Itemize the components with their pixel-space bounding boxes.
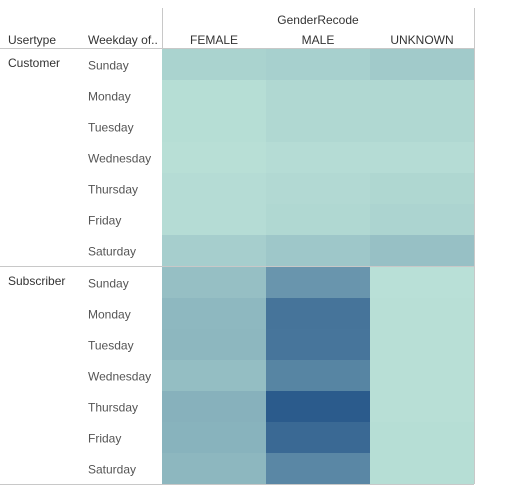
- heatmap-cell: [162, 80, 266, 111]
- heatmap-cell: [266, 142, 370, 173]
- heatmap-cell: [370, 80, 474, 111]
- row-label-subscriber-tuesday: Tuesday: [88, 339, 134, 353]
- heatmap-cell: [370, 49, 474, 80]
- column-label-female: FEMALE: [190, 33, 238, 47]
- heatmap-cell: [370, 235, 474, 266]
- heatmap-cells: [162, 49, 474, 484]
- row-label-subscriber-sunday: Sunday: [88, 277, 129, 291]
- heatmap-cell: [266, 298, 370, 329]
- heatmap-cell: [370, 453, 474, 484]
- heatmap-cell: [162, 49, 266, 80]
- row-label-customer-wednesday: Wednesday: [88, 152, 151, 166]
- heatmap-cell: [266, 453, 370, 484]
- group-label-subscriber: Subscriber: [8, 274, 65, 288]
- heatmap-cell: [162, 453, 266, 484]
- heatmap-cell: [266, 49, 370, 80]
- heatmap-cell: [162, 235, 266, 266]
- row-label-customer-monday: Monday: [88, 90, 131, 104]
- group-labels: Customer Subscriber: [8, 56, 65, 288]
- heatmap-cell: [266, 391, 370, 422]
- heatmap-cell: [370, 329, 474, 360]
- heatmap-cell: [370, 142, 474, 173]
- heatmap-cell: [266, 173, 370, 204]
- heatmap-cell: [370, 204, 474, 235]
- group-label-customer: Customer: [8, 56, 60, 70]
- heatmap-cell: [266, 204, 370, 235]
- heatmap-cell: [370, 391, 474, 422]
- heatmap-cell: [266, 360, 370, 391]
- heatmap-cell: [266, 329, 370, 360]
- heatmap-cell: [162, 360, 266, 391]
- row-labels: Sunday Monday Tuesday Wednesday Thursday Frid…: [88, 59, 151, 477]
- heatmap-cell: [162, 329, 266, 360]
- heatmap-cell: [266, 267, 370, 298]
- row-label-subscriber-monday: Monday: [88, 308, 131, 322]
- row-label-subscriber-thursday: Thursday: [88, 401, 138, 415]
- heatmap-cell: [370, 173, 474, 204]
- row-label-customer-tuesday: Tuesday: [88, 121, 134, 135]
- heatmap-cell: [266, 111, 370, 142]
- column-labels: FEMALE MALE UNKNOWN: [190, 33, 454, 47]
- row-label-subscriber-saturday: Saturday: [88, 463, 136, 477]
- row-label-subscriber-friday: Friday: [88, 432, 121, 446]
- heatmap-cell: [370, 422, 474, 453]
- row-header-weekday: Weekday of..: [88, 33, 158, 47]
- heatmap-cell: [162, 267, 266, 298]
- heatmap-cell: [266, 80, 370, 111]
- column-label-male: MALE: [302, 33, 335, 47]
- column-label-unknown: UNKNOWN: [390, 33, 453, 47]
- heatmap-cell: [266, 235, 370, 266]
- row-label-customer-thursday: Thursday: [88, 183, 138, 197]
- row-label-customer-friday: Friday: [88, 214, 121, 228]
- heatmap-cell: [370, 111, 474, 142]
- column-header-title: GenderRecode: [277, 13, 359, 27]
- heatmap-cell: [162, 298, 266, 329]
- heatmap-cell: [162, 111, 266, 142]
- heatmap-cell: [370, 267, 474, 298]
- row-label-customer-saturday: Saturday: [88, 245, 136, 259]
- heatmap-cell: [162, 422, 266, 453]
- row-label-subscriber-wednesday: Wednesday: [88, 370, 151, 384]
- heatmap-cell: [370, 298, 474, 329]
- heatmap-cell: [162, 142, 266, 173]
- heatmap-cell: [266, 422, 370, 453]
- row-label-customer-sunday: Sunday: [88, 59, 129, 73]
- heatmap-cell: [162, 204, 266, 235]
- heatmap-cell: [162, 173, 266, 204]
- heatmap-cell: [162, 391, 266, 422]
- heatmap-cell: [370, 360, 474, 391]
- row-header-usertype: Usertype: [8, 33, 56, 47]
